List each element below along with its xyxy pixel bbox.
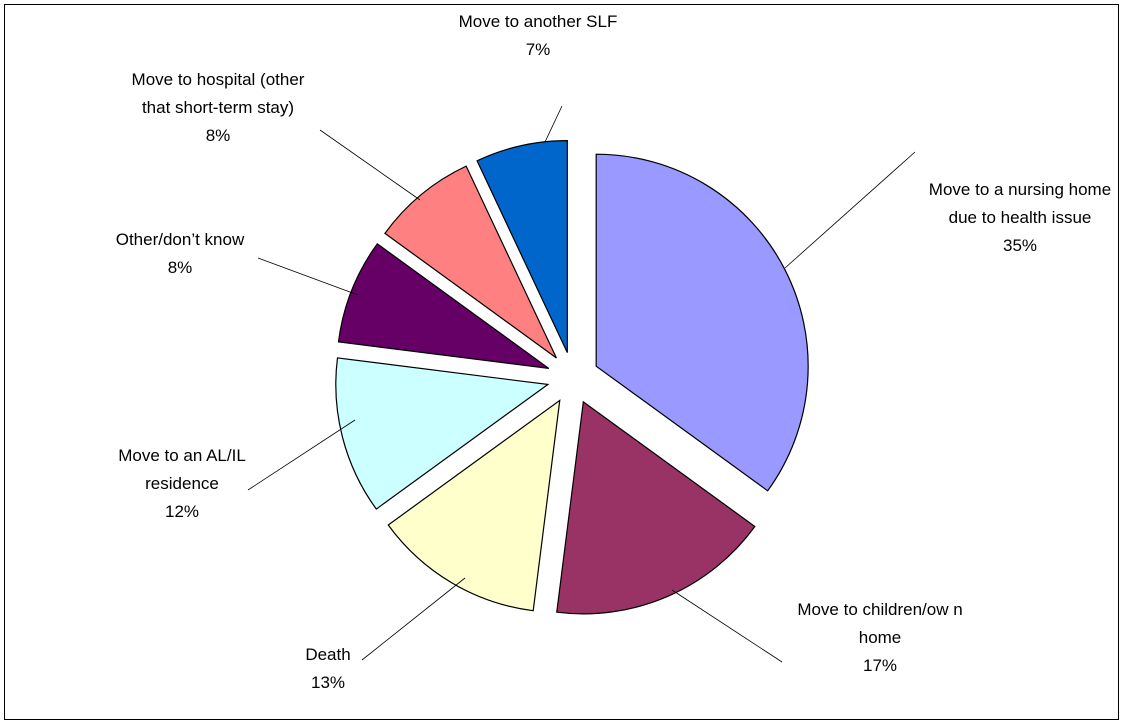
slice-label: Move to children/ow n home 17% xyxy=(795,596,965,680)
value-label: 8% xyxy=(167,258,193,277)
pie-slice xyxy=(556,400,756,615)
leader-line xyxy=(361,577,466,661)
slice-label: Other/don’t know 8% xyxy=(90,226,270,282)
value-label: 7% xyxy=(525,40,551,59)
slice-label: Move to another SLF 7% xyxy=(438,8,638,64)
category-label: Move to a nursing home due to health iss… xyxy=(928,180,1112,227)
leader-line xyxy=(671,589,783,663)
leader-line xyxy=(319,129,421,201)
value-label: 35% xyxy=(1002,236,1038,255)
pie-slice xyxy=(387,399,561,612)
category-label: Move to another SLF xyxy=(458,12,618,31)
pie-slice xyxy=(595,153,809,492)
pie-slice xyxy=(384,165,557,359)
category-label: Move to an AL/IL residence xyxy=(118,446,246,493)
pie-slice xyxy=(476,140,568,353)
leader-line xyxy=(257,257,359,296)
slice-label: Move to an AL/IL residence 12% xyxy=(92,442,272,526)
category-label: Other/don’t know xyxy=(115,230,245,249)
category-label: Move to hospital (other that short-term … xyxy=(131,70,305,117)
leader-line xyxy=(784,151,916,269)
pie-slice xyxy=(337,242,550,370)
leader-line xyxy=(247,419,356,491)
value-label: 8% xyxy=(205,126,231,145)
slice-label: Death 13% xyxy=(268,641,388,697)
leader-line xyxy=(544,105,563,143)
value-label: 17% xyxy=(862,656,898,675)
pie-slice xyxy=(335,357,550,510)
category-label: Death xyxy=(305,645,351,664)
value-label: 12% xyxy=(164,502,200,521)
value-label: 13% xyxy=(310,673,346,692)
slice-label: Move to hospital (other that short-term … xyxy=(118,66,318,150)
slice-label: Move to a nursing home due to health iss… xyxy=(920,176,1120,260)
category-label: Move to children/ow n home xyxy=(797,600,963,647)
